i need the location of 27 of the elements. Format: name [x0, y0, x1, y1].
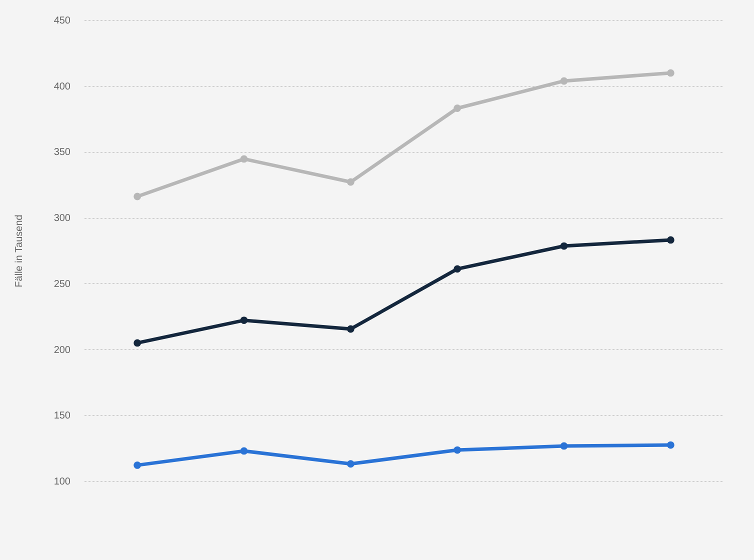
point: [666, 69, 674, 77]
y-tick-label: 250: [54, 278, 71, 290]
point: [134, 192, 142, 200]
point: [666, 441, 674, 449]
point: [346, 178, 354, 186]
point: [454, 446, 462, 454]
point: [134, 339, 142, 347]
y-tick-label: 450: [54, 16, 71, 26]
point: [240, 155, 248, 163]
point: [240, 316, 248, 324]
point: [454, 265, 462, 273]
point: [134, 461, 142, 469]
point: [560, 242, 568, 250]
point: [560, 442, 568, 450]
y-tick-label: 400: [54, 81, 71, 92]
point: [666, 236, 674, 244]
y-axis-title: Fälle in Tausend: [14, 214, 25, 288]
y-tick-label: 300: [54, 213, 71, 224]
point: [346, 460, 354, 468]
point: [240, 447, 248, 455]
y-tick-label: 100: [54, 476, 71, 488]
point: [346, 325, 354, 333]
y-tick-label: 350: [54, 147, 71, 158]
y-tick-label: 150: [54, 410, 71, 422]
y-tick-label: 200: [54, 344, 71, 356]
point: [454, 104, 462, 112]
point: [560, 77, 568, 85]
